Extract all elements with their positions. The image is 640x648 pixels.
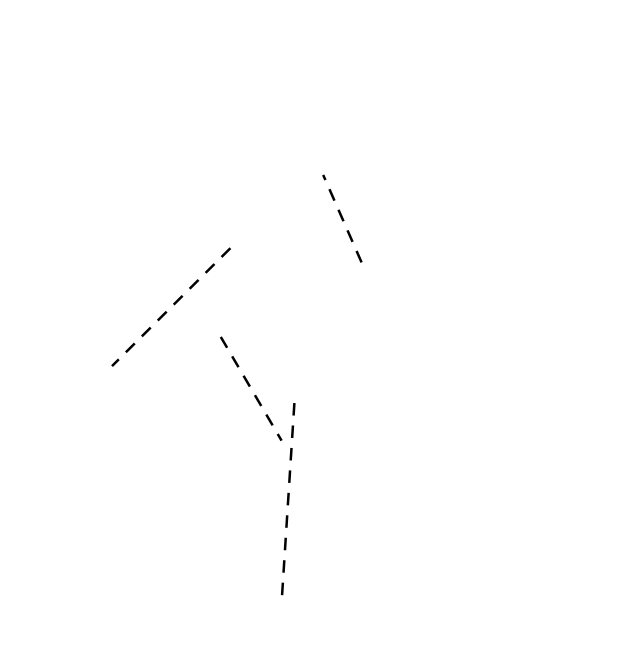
Text: Camera 3
West: Camera 3 West (15, 284, 90, 314)
Text: Camera 1
East: Camera 1 East (483, 31, 557, 62)
Text: Camera 2
South: Camera 2 South (385, 355, 459, 386)
Text: Camera 4
North: Camera 4 North (36, 38, 111, 68)
